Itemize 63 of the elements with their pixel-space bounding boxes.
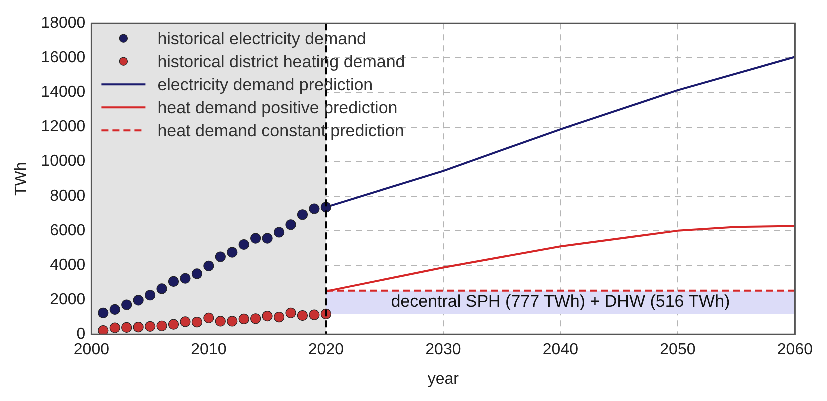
x-tick-label: 2030	[426, 342, 462, 359]
point	[227, 316, 238, 327]
legend-label: electricity demand prediction	[158, 75, 374, 94]
point	[215, 252, 226, 262]
x-tick-label: 2040	[542, 342, 579, 359]
point	[168, 276, 180, 288]
point	[286, 308, 296, 318]
point	[98, 326, 109, 335]
point	[250, 233, 262, 244]
y-axis-title: TWh	[13, 162, 30, 196]
y-tick-label: 14000	[41, 84, 86, 102]
point	[286, 220, 296, 230]
x-tick-label: 2050	[660, 342, 696, 359]
y-tick-label: 2000	[50, 291, 86, 308]
x-tick-label: 2060	[777, 342, 814, 359]
y-tick-label: 6000	[50, 222, 86, 240]
band-label: decentral SPH (777 TWh) + DHW (516 TWh)	[391, 292, 730, 312]
point	[122, 300, 132, 310]
legend-label: historical district heating demand	[158, 52, 406, 72]
y-tick-label: 18000	[41, 15, 86, 32]
point	[238, 239, 250, 250]
point	[110, 322, 120, 334]
point	[297, 210, 308, 220]
point	[156, 320, 168, 332]
y-tick-label: 10000	[41, 153, 86, 170]
y-tick-label: 0	[76, 326, 86, 344]
y-tick-label: 8000	[50, 188, 86, 205]
point	[204, 260, 214, 272]
point	[204, 312, 214, 324]
legend-label: heat demand constant prediction	[158, 121, 404, 140]
point	[180, 316, 191, 328]
point	[122, 322, 132, 333]
point	[238, 314, 250, 325]
x-axis-title: year	[428, 370, 460, 388]
point	[309, 310, 320, 320]
x-tick-label: 2000	[74, 342, 110, 359]
point	[274, 227, 285, 238]
point	[262, 310, 273, 322]
x-tick-label: 2020	[308, 342, 344, 359]
point	[262, 233, 273, 244]
point	[133, 322, 144, 333]
point	[110, 304, 120, 316]
point	[192, 317, 203, 328]
point	[156, 284, 168, 294]
point	[168, 319, 180, 330]
point	[180, 273, 191, 284]
point	[250, 314, 262, 324]
y-tick-label: 4000	[50, 256, 86, 274]
point	[98, 308, 109, 318]
point	[133, 295, 144, 306]
point	[145, 321, 156, 332]
point	[215, 316, 226, 327]
y-tick-label: 12000	[41, 118, 86, 136]
point	[297, 310, 308, 322]
point	[227, 247, 238, 258]
point	[145, 290, 156, 301]
legend-label: historical electricity demand	[158, 29, 367, 48]
point	[309, 204, 320, 214]
point	[274, 312, 285, 323]
y-tick-label: 16000	[41, 50, 86, 67]
legend-label: heat demand positive prediction	[158, 98, 398, 118]
point	[192, 268, 203, 280]
x-tick-label: 2010	[191, 342, 227, 359]
